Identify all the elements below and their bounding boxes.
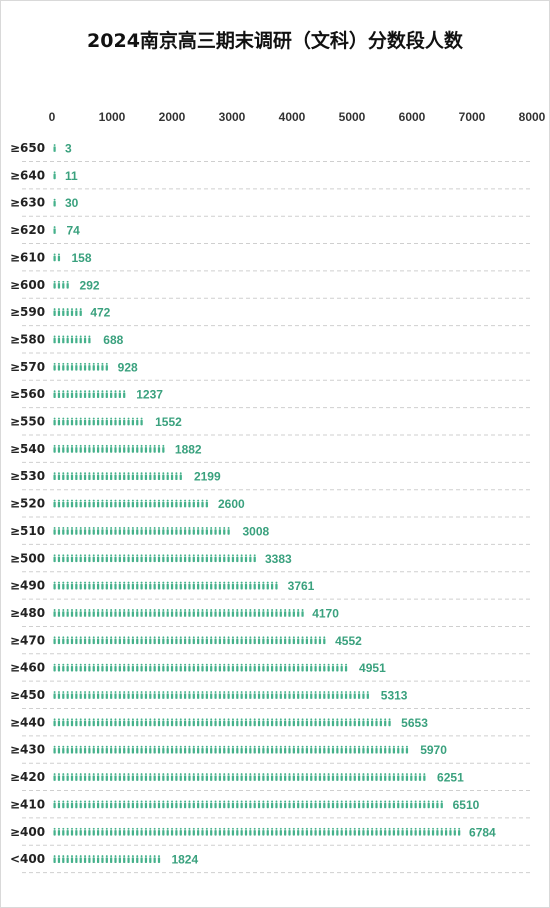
x-tick-label-5: 5000 [339, 110, 366, 124]
category-label-18: ≥470 [10, 633, 45, 647]
value-label-0: 3 [65, 142, 72, 156]
category-label-3: ≥620 [10, 223, 45, 237]
value-label-16: 3761 [288, 579, 315, 593]
category-label-25: ≥400 [10, 825, 45, 839]
category-label-16: ≥490 [10, 579, 45, 593]
value-label-25: 6784 [469, 825, 496, 839]
value-label-2: 30 [65, 196, 79, 210]
value-label-12: 2199 [194, 470, 221, 484]
value-label-11: 1882 [175, 442, 202, 456]
x-tick-label-4: 4000 [279, 110, 306, 124]
category-label-19: ≥460 [10, 661, 45, 675]
value-label-8: 928 [118, 360, 138, 374]
category-label-15: ≥500 [10, 551, 45, 565]
category-label-14: ≥510 [10, 524, 45, 538]
category-label-22: ≥430 [10, 743, 45, 757]
bar-22 [53, 745, 409, 754]
x-tick-label-8: 8000 [519, 110, 546, 124]
bar-11 [53, 444, 165, 453]
bar-19 [53, 663, 348, 672]
value-label-18: 4552 [335, 634, 362, 648]
value-label-20: 5313 [381, 689, 408, 703]
bar-18 [53, 636, 326, 645]
x-tick-label-2: 2000 [159, 110, 186, 124]
value-label-24: 6510 [453, 798, 480, 812]
category-label-12: ≥530 [10, 469, 45, 483]
value-label-1: 11 [65, 169, 78, 183]
bar-24 [53, 800, 443, 809]
bar-8 [53, 362, 108, 371]
value-label-13: 2600 [218, 497, 245, 511]
value-label-26: 1824 [171, 853, 198, 867]
x-tick-label-0: 0 [49, 110, 56, 124]
value-label-7: 688 [103, 333, 123, 347]
category-label-0: ≥650 [10, 141, 45, 155]
bar-12 [53, 472, 182, 481]
value-label-9: 1237 [136, 388, 163, 402]
category-label-17: ≥480 [10, 606, 45, 620]
category-label-10: ≥550 [10, 415, 45, 429]
bar-25 [53, 827, 461, 836]
value-label-6: 472 [90, 306, 110, 320]
chart-title: 2024南京高三期末调研（文科）分数段人数 [87, 30, 463, 52]
category-label-6: ≥590 [10, 305, 45, 319]
value-label-19: 4951 [359, 661, 386, 675]
value-label-21: 5653 [401, 716, 428, 730]
value-label-4: 158 [71, 251, 91, 265]
category-label-13: ≥520 [10, 497, 45, 511]
category-label-21: ≥440 [10, 715, 45, 729]
bar-15 [53, 554, 256, 563]
category-label-20: ≥450 [10, 688, 45, 702]
x-tick-label-7: 7000 [459, 110, 486, 124]
value-label-15: 3383 [265, 552, 292, 566]
value-label-3: 74 [66, 224, 80, 238]
x-tick-label-3: 3000 [219, 110, 246, 124]
value-label-22: 5970 [420, 743, 447, 757]
bar-1 [53, 171, 56, 180]
x-tick-label-1: 1000 [99, 110, 126, 124]
value-label-10: 1552 [155, 415, 182, 429]
bar-16 [53, 581, 278, 590]
bar-14 [53, 526, 230, 535]
bar-4 [53, 253, 61, 262]
category-label-24: ≥410 [10, 797, 45, 811]
bar-17 [53, 609, 304, 617]
bar-2 [53, 198, 56, 207]
category-label-26: <400 [10, 852, 45, 866]
value-label-23: 6251 [437, 771, 464, 785]
category-label-2: ≥630 [10, 196, 45, 210]
bar-13 [53, 499, 208, 508]
category-label-8: ≥570 [10, 360, 45, 374]
category-label-9: ≥560 [10, 387, 45, 401]
category-label-7: ≥580 [10, 332, 45, 346]
bar-7 [53, 335, 91, 344]
bar-26 [53, 855, 161, 863]
bar-9 [53, 390, 126, 398]
category-label-1: ≥640 [10, 168, 45, 182]
value-label-5: 292 [80, 278, 100, 292]
category-label-23: ≥420 [10, 770, 45, 784]
category-label-5: ≥600 [10, 278, 45, 292]
bar-20 [53, 691, 369, 699]
bar-0 [53, 144, 56, 152]
bar-10 [53, 417, 143, 426]
bar-6 [53, 308, 82, 316]
bar-5 [53, 280, 69, 289]
category-label-11: ≥540 [10, 442, 45, 456]
bar-3 [53, 226, 56, 234]
x-tick-label-6: 6000 [399, 110, 426, 124]
value-label-17: 4170 [312, 606, 339, 620]
category-label-4: ≥610 [10, 250, 45, 264]
value-label-14: 3008 [242, 524, 269, 538]
bar-21 [53, 718, 391, 727]
bar-23 [53, 773, 426, 781]
